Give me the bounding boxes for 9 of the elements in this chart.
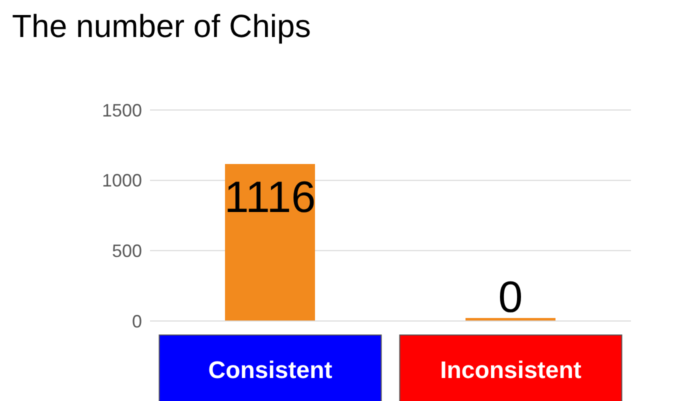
data-label: 0 (498, 273, 523, 322)
y-tick-label: 1500 (102, 100, 142, 120)
y-tick-label: 0 (132, 311, 142, 332)
x-tick-label: Consistent (208, 357, 332, 384)
y-tick-label: 1000 (102, 170, 142, 191)
x-tick-label: Inconsistent (440, 357, 582, 384)
chart-title: The number of Chips (12, 8, 311, 45)
data-label: 1116 (224, 173, 316, 222)
y-tick-label: 500 (112, 241, 142, 262)
